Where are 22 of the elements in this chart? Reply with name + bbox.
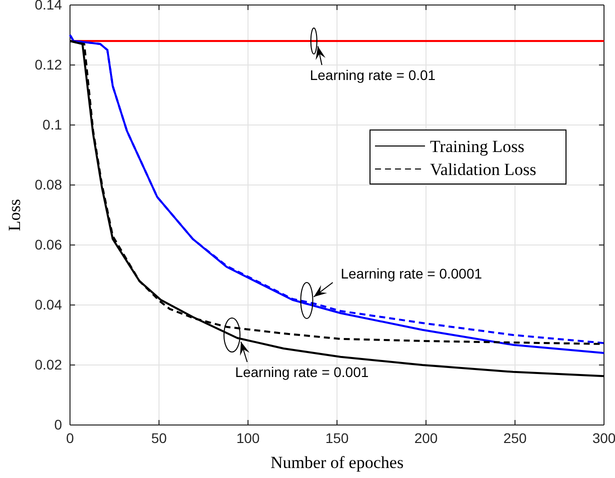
annotation: Learning rate = 0.0001 bbox=[340, 266, 482, 282]
y-tick-label: 0.1 bbox=[42, 116, 62, 132]
y-tick-label: 0.02 bbox=[34, 356, 62, 372]
x-tick-label: 200 bbox=[414, 430, 438, 446]
y-tick-label: 0.04 bbox=[34, 296, 62, 312]
x-tick-label: 250 bbox=[503, 430, 527, 446]
x-tick-label: 300 bbox=[592, 430, 615, 446]
y-tick-label: 0.06 bbox=[34, 236, 62, 252]
x-axis-title: Number of epoches bbox=[270, 453, 404, 472]
x-tick-label: 150 bbox=[325, 430, 349, 446]
legend-label: Validation Loss bbox=[430, 160, 536, 179]
y-tick-label: 0.14 bbox=[34, 0, 62, 12]
y-tick-label: 0.12 bbox=[34, 56, 62, 72]
x-tick-label: 0 bbox=[66, 430, 74, 446]
x-tick-label: 50 bbox=[151, 430, 167, 446]
x-tick-label: 100 bbox=[236, 430, 260, 446]
annotation: Learning rate = 0.001 bbox=[235, 364, 369, 380]
y-tick-label: 0 bbox=[54, 416, 62, 432]
y-axis-title: Loss bbox=[5, 198, 24, 232]
annotation: Learning rate = 0.01 bbox=[310, 67, 436, 83]
legend-label: Training Loss bbox=[430, 137, 524, 156]
y-tick-label: 0.08 bbox=[34, 176, 62, 192]
